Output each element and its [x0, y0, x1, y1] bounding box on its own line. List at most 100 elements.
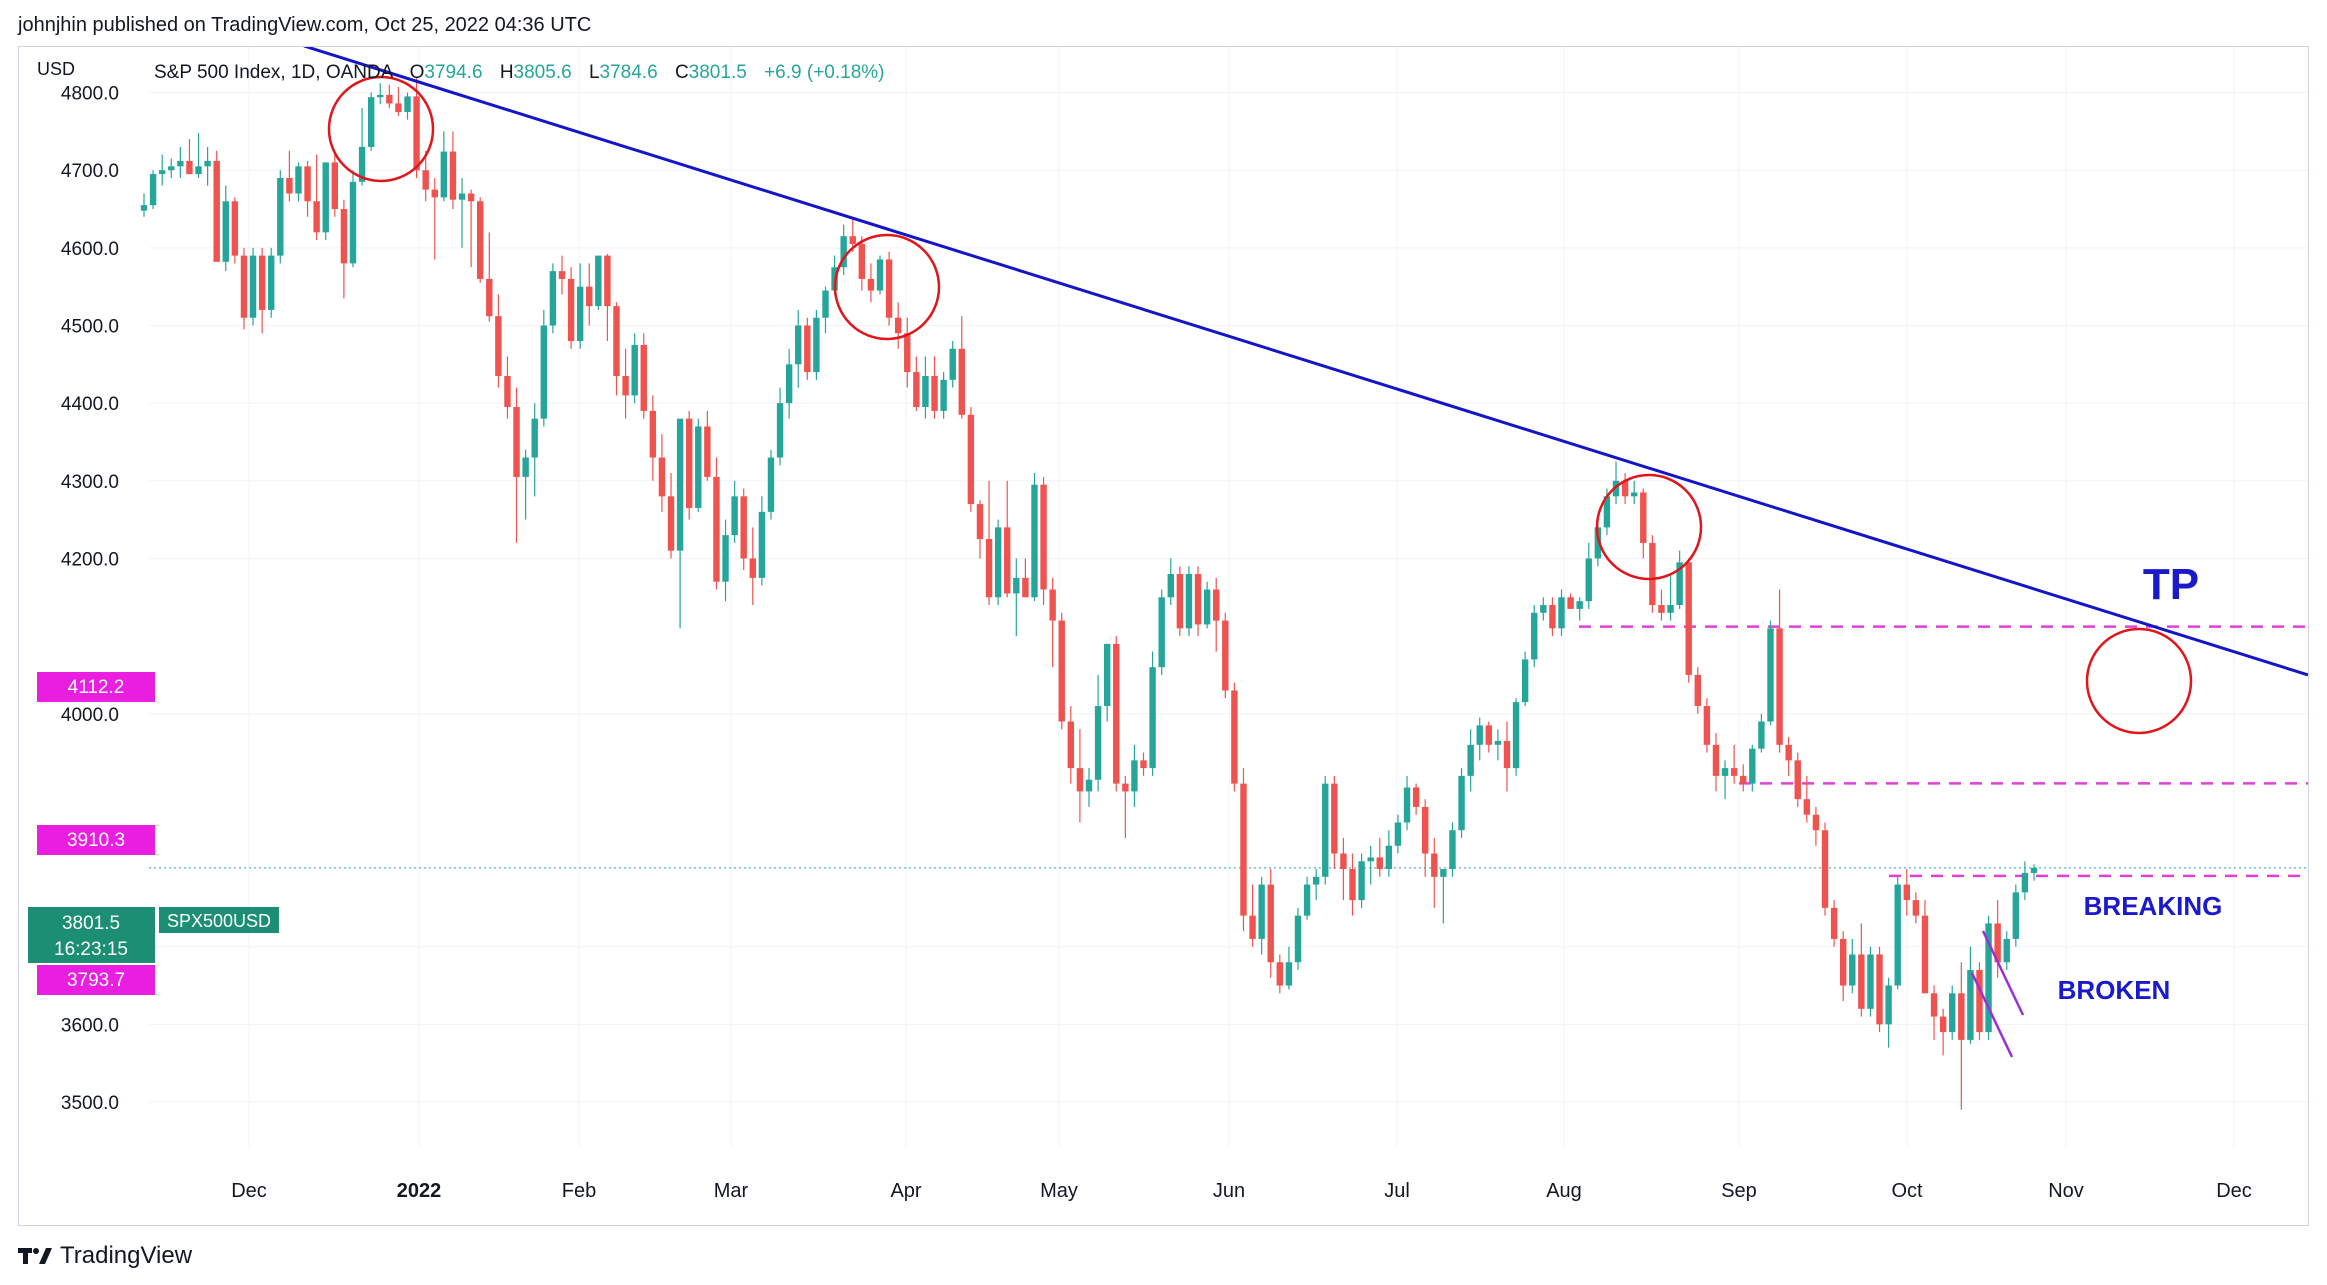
candle-body [540, 325, 548, 419]
candle-body [985, 539, 993, 598]
candle-body [1558, 597, 1565, 629]
candle-body [1276, 962, 1284, 986]
candle-body [322, 162, 329, 233]
grid [149, 47, 2308, 1147]
level-tag-3910-text: 3910.3 [67, 830, 125, 851]
candle-body [1858, 954, 1865, 1009]
candle-body [1467, 744, 1474, 776]
candle-body [1767, 628, 1774, 722]
candle-body [522, 457, 529, 477]
candle-body [168, 166, 175, 171]
candle-body [1512, 702, 1520, 769]
candle-body [1867, 954, 1874, 1009]
candle-body [1839, 938, 1847, 986]
candle-body [749, 558, 756, 578]
candle-body [894, 317, 902, 334]
candle-body [2021, 872, 2029, 893]
tp-label: TP [2143, 560, 2199, 609]
candle-body [1694, 674, 1701, 706]
y-tick-label: 4200.0 [61, 549, 119, 570]
candle-body [1903, 884, 1910, 901]
candle-body [1303, 884, 1311, 916]
candle-body [1503, 740, 1511, 769]
candle-body [240, 255, 248, 318]
candle-body [1476, 725, 1483, 745]
legend-h-label: H [500, 62, 514, 83]
candle-body [1676, 562, 1683, 606]
candle-body [1403, 787, 1411, 823]
candle-body [1113, 643, 1120, 784]
x-tick-label: 2022 [397, 1180, 442, 1202]
highlight-circle [833, 233, 941, 341]
legend: S&P 500 Index, 1D, OANDA O3794.6 H3805.6… [154, 62, 885, 83]
candle-body [1067, 721, 1075, 769]
candle-body [1703, 705, 1711, 745]
candle-body [685, 418, 693, 508]
candle-body [1203, 589, 1211, 625]
candle-body [1830, 907, 1838, 939]
candle-body [1122, 783, 1129, 792]
candle-body [1422, 806, 1429, 854]
candle-body [613, 306, 620, 376]
y-tick-label: 4600.0 [61, 239, 119, 260]
candle-body [840, 236, 847, 268]
candle-body [1485, 725, 1493, 745]
candle-body [1976, 969, 1983, 1033]
candle-body [186, 160, 193, 175]
candle-body [704, 426, 711, 477]
candle-body [1312, 876, 1320, 885]
candle-body [622, 375, 629, 396]
candle-body [1085, 779, 1093, 792]
candle-body [1630, 492, 1638, 497]
candle-body [331, 162, 339, 210]
candle-body [1985, 923, 1992, 1033]
candle-body [413, 96, 420, 171]
candle-body [1531, 612, 1538, 660]
candlestick-chart[interactable]: 4800.0 4700.0 4600.0 4500.0 4400.0 4300.0 4200… [19, 44, 2309, 1225]
candle-body [231, 201, 239, 256]
last-price-tag [28, 907, 155, 963]
candle-body [1040, 484, 1047, 590]
level-tag-3793 [37, 965, 155, 995]
candle-body [1876, 954, 1883, 1025]
candle-body [1930, 993, 1938, 1017]
candle-body [1821, 830, 1829, 908]
candle-body [495, 316, 502, 376]
candle-body [504, 375, 511, 408]
candle-body [931, 375, 938, 411]
candle-body [567, 278, 575, 342]
candle-body [1349, 869, 1356, 901]
candle-body [1249, 915, 1256, 939]
x-tick-label: Apr [890, 1180, 921, 1202]
chart-frame[interactable]: 4800.0 4700.0 4600.0 4500.0 4400.0 4300.0 4200… [18, 44, 2309, 1226]
candle-body [1594, 527, 1602, 559]
symbol-tag-text: SPX500USD [167, 911, 271, 931]
candle-body [1131, 760, 1138, 792]
candle-body [258, 255, 266, 310]
candle-body [349, 181, 357, 264]
candle-body [1685, 562, 1692, 675]
footer-brand: TradingView [60, 1242, 193, 1269]
candle-body [158, 170, 166, 175]
candle-body [1049, 589, 1056, 621]
candle-body [213, 160, 220, 262]
y-tick-label: 4000.0 [61, 705, 119, 726]
candle-body [967, 414, 975, 505]
channel-line-upper [1981, 930, 2025, 1016]
candle-body [785, 364, 793, 404]
candle-body [1621, 480, 1629, 497]
candle-body [1649, 542, 1656, 606]
x-axis: Dec 2022 Feb Mar Apr May Jun Jul Aug Sep Oct Nov Dec [231, 1180, 2252, 1202]
candle-body [1394, 822, 1402, 846]
candle-body [1803, 799, 1811, 815]
y-tick-label: 3500.0 [61, 1093, 119, 1114]
candle-body [1285, 962, 1293, 986]
candle-body [358, 146, 366, 182]
candle-body [1258, 884, 1265, 939]
candle-body [795, 325, 802, 365]
highlight-circle [1595, 473, 1703, 581]
level-tag-4112 [37, 672, 155, 702]
candle-body [1176, 573, 1184, 629]
candle-body [1376, 857, 1383, 870]
candle-body [449, 151, 457, 200]
